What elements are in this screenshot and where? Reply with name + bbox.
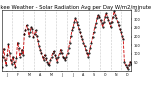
Title: Milwaukee Weather - Solar Radiation Avg per Day W/m2/minute: Milwaukee Weather - Solar Radiation Avg … [0, 5, 151, 10]
